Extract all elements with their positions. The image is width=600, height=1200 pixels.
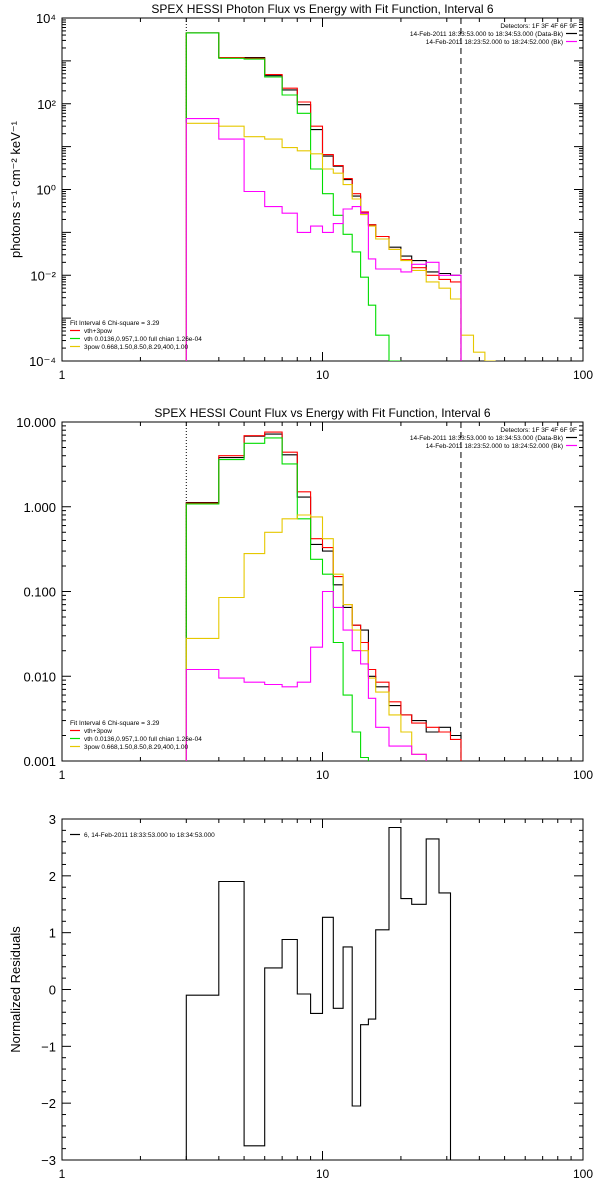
legend-right-text: 14-Feb-2011 18:23:52.000 to 18:24:52.000…: [426, 443, 563, 450]
y-tick-label: 0: [49, 983, 56, 998]
series-vth-3pow: [185, 431, 462, 761]
legend-left-text: Fit Interval 6 Chi-square = 3.29: [70, 320, 160, 327]
legend-right-text: 14-Feb-2011 18:33:53.000 to 18:34:53.000…: [410, 31, 563, 38]
y-tick-label: −1: [41, 1039, 56, 1054]
y-tick-label: 0.010: [23, 669, 56, 684]
y-axis-label: photons s⁻¹ cm⁻² keV⁻¹: [8, 120, 23, 258]
y-tick-label: 3: [49, 812, 56, 827]
y-tick-label: 10⁻⁴: [29, 354, 56, 369]
chart-title: SPEX HESSI Photon Flux vs Energy with Fi…: [151, 2, 493, 16]
legend-right-text: Detectors: 1F 3F 4F 6F 9F: [500, 23, 577, 30]
x-tick-label: 10: [316, 1167, 330, 1181]
legend-right-text: 14-Feb-2011 18:23:52.000 to 18:24:52.000…: [426, 39, 563, 46]
y-tick-label: 1.000: [23, 500, 56, 515]
legend-left-text: 6, 14-Feb-2011 18:33:53.000 to 18:34:53.…: [84, 832, 215, 839]
x-tick-label: 100: [573, 1167, 593, 1181]
x-tick-label: 10: [316, 368, 330, 382]
series-vth: [185, 437, 369, 761]
series-data-bk: [185, 433, 462, 761]
y-axis-label: Normalized Residuals: [8, 926, 23, 1053]
y-tick-label: 2: [49, 869, 56, 884]
x-tick-label: 1: [59, 368, 66, 382]
legend-left-text: vth+3pow: [84, 328, 112, 335]
legend-left-text: vth 0.0136,0.957,1.00 full chian 1.26e-0…: [84, 736, 202, 743]
y-tick-label: 10²: [37, 97, 56, 112]
x-tick-label: 1: [59, 768, 66, 782]
y-tick-label: 10.000: [16, 415, 56, 430]
x-tick-label: 1: [59, 1167, 66, 1181]
y-tick-label: 10⁴: [36, 11, 56, 26]
y-tick-label: 10⁻²: [30, 268, 56, 283]
series-vth-3pow: [185, 32, 462, 361]
series-data-bk: [185, 32, 462, 361]
y-tick-label: −3: [41, 1153, 56, 1168]
series-vth: [185, 32, 402, 361]
series-bk: [185, 590, 427, 761]
legend-left-text: Fit Interval 6 Chi-square = 3.29: [70, 720, 160, 727]
legend-left-text: 3pow 0.668,1.50,8.50,8.29,400,1.00: [84, 344, 188, 351]
y-tick-label: −2: [41, 1096, 56, 1111]
chart-panel-2: SPEX HESSI Count Flux vs Energy with Fit…: [16, 406, 593, 782]
chart-title: SPEX HESSI Count Flux vs Energy with Fit…: [154, 406, 490, 420]
y-tick-label: 10⁰: [36, 183, 56, 198]
legend-right-text: Detectors: 1F 3F 4F 6F 9F: [500, 427, 577, 434]
y-tick-label: 1: [49, 926, 56, 941]
series-bk: [185, 118, 462, 361]
legend-left-text: vth 0.0136,0.957,1.00 full chian 1.26e-0…: [84, 336, 202, 343]
series-6-14-feb-2011-18-33-53-000-to-18-34-53-000: [185, 826, 452, 1160]
chart-panel-1: SPEX HESSI Photon Flux vs Energy with Fi…: [8, 2, 593, 382]
legend-left-text: 3pow 0.668,1.50,8.50,8.29,400,1.00: [84, 744, 188, 751]
legend-right-text: 14-Feb-2011 18:33:53.000 to 18:34:53.000…: [410, 435, 563, 442]
x-tick-label: 10: [316, 768, 330, 782]
chart-panel-3: 1 10 100 −3 −2 −1 0 1 2 3 Normalized Residuals 6, 1…: [8, 812, 593, 1181]
series-3pow: [185, 122, 496, 361]
y-tick-label: 0.100: [23, 585, 56, 600]
y-tick-label: 0.001: [23, 754, 56, 769]
legend-left-text: vth+3pow: [84, 728, 112, 735]
x-tick-label: 100: [573, 368, 593, 382]
x-tick-label: 100: [573, 768, 593, 782]
series-3pow: [185, 514, 427, 761]
